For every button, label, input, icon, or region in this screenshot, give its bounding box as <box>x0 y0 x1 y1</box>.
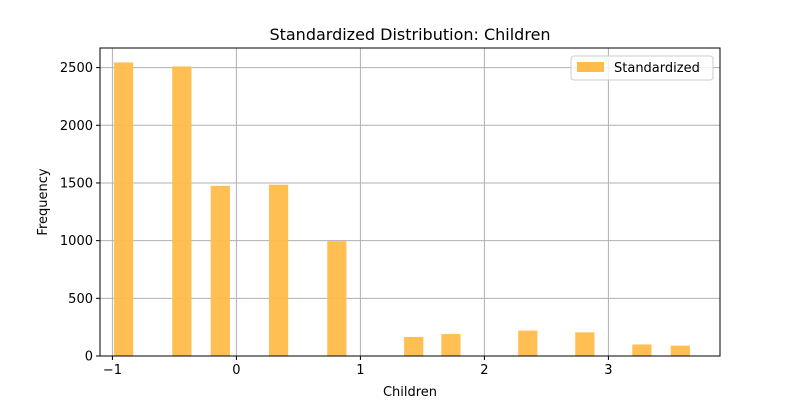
bar-layer <box>113 62 690 357</box>
histogram-bar <box>518 330 538 356</box>
y-tick-label: 1500 <box>60 176 93 191</box>
histogram-bar <box>210 185 230 356</box>
x-tick-label: 3 <box>604 363 612 378</box>
y-tick-label: 500 <box>68 292 93 307</box>
tick-layer: −1 0 1 2 3 0 500 1000 1500 2000 2500 <box>60 61 613 378</box>
y-axis-label: Frequency <box>36 168 51 235</box>
histogram-bar <box>113 62 134 357</box>
legend-label-standardized: Standardized <box>614 61 700 76</box>
histogram-bar <box>575 332 595 356</box>
grid-layer <box>100 48 720 357</box>
y-tick-label: 2000 <box>60 119 93 134</box>
y-tick-label: 1000 <box>60 234 93 249</box>
x-axis-label: Children <box>383 385 437 400</box>
histogram-bar <box>172 66 192 356</box>
histogram-bar <box>404 336 424 356</box>
histogram-bar <box>441 334 461 356</box>
histogram-bar <box>632 344 652 356</box>
x-tick-label: −1 <box>103 363 122 378</box>
y-tick-label: 2500 <box>60 61 93 76</box>
legend-box <box>570 55 714 81</box>
chart-title: Standardized Distribution: Children <box>269 25 550 44</box>
x-tick-label: 2 <box>480 363 488 378</box>
histogram-bar <box>268 184 289 356</box>
x-tick-label: 0 <box>232 363 240 378</box>
axes-layer <box>99 47 721 357</box>
legend: Standardized <box>570 55 714 81</box>
legend-swatch <box>577 62 604 72</box>
histogram-bar <box>670 345 690 356</box>
plot-frame <box>99 47 721 357</box>
histogram-bar <box>327 241 347 356</box>
y-tick-label: 0 <box>85 350 93 365</box>
x-tick-label: 1 <box>356 363 364 378</box>
